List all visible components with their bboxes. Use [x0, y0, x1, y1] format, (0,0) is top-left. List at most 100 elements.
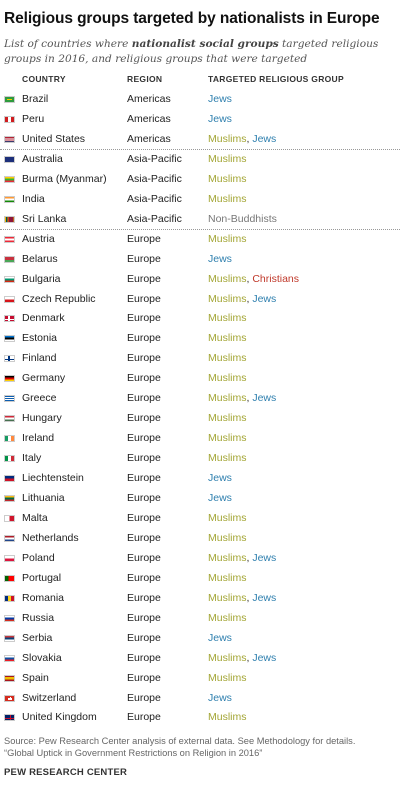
region-divider — [0, 228, 400, 230]
table-row: Burma (Myanmar) Asia-Pacific Muslims — [0, 170, 420, 190]
region-name: Asia-Pacific — [127, 192, 182, 205]
table-row: Hungary Europe Muslims — [0, 409, 420, 429]
group-label: Muslims — [208, 372, 247, 385]
group-label: Muslims — [208, 352, 247, 365]
group-label: Muslims — [208, 651, 247, 664]
table-row: Germany Europe Muslims — [0, 369, 420, 389]
region-name: Europe — [127, 432, 161, 445]
switzerland-flag-icon — [4, 694, 15, 702]
table-row: India Asia-Pacific Muslims — [0, 190, 420, 210]
country-name: Spain — [22, 671, 49, 684]
table-row: Finland Europe Muslims — [0, 349, 420, 369]
country-name: India — [22, 192, 45, 205]
country-name: Germany — [22, 372, 66, 385]
table-row: United States Americas Muslims, Jews — [0, 130, 420, 150]
group-label: Muslims — [208, 292, 247, 305]
table-row: Spain Europe Muslims — [0, 669, 420, 689]
country-name: United Kingdom — [22, 711, 97, 724]
group-label: Jews — [208, 112, 232, 125]
report-title-line: “Global Uptick in Government Restriction… — [4, 748, 263, 758]
subtitle-emphasis: nationalist social groups — [131, 38, 279, 50]
table-row: Switzerland Europe Jews — [0, 689, 420, 709]
targeted-groups: Muslims, Jews — [208, 132, 277, 145]
table-row: Czech Republic Europe Muslims, Jews — [0, 290, 420, 310]
region-name: Europe — [127, 492, 161, 504]
group-label: Jews — [208, 492, 232, 504]
targeted-groups: Muslims, Jews — [208, 392, 277, 405]
table-row: Peru Americas Jews — [0, 110, 420, 130]
group-label: Muslims — [208, 432, 247, 445]
table-row: Malta Europe Muslims — [0, 509, 420, 529]
group-label: Jews — [208, 472, 232, 485]
region-name: Europe — [127, 571, 161, 584]
table-row: Greece Europe Muslims, Jews — [0, 389, 420, 409]
netherlands-flag-icon — [4, 534, 15, 542]
table-row: Poland Europe Muslims, Jews — [0, 549, 420, 569]
table-row: Belarus Europe Jews — [0, 250, 420, 270]
bulgaria-flag-icon — [4, 275, 15, 283]
table-row: United Kingdom Europe Muslims — [0, 708, 420, 728]
table-row: Brazil Americas Jews — [0, 90, 420, 110]
hungary-flag-icon — [4, 415, 15, 423]
brazil-flag-icon — [4, 96, 15, 103]
group-label: Jews — [208, 252, 232, 265]
region-name: Europe — [127, 631, 161, 644]
region-name: Europe — [127, 711, 161, 724]
region-name: Americas — [127, 132, 171, 145]
group-label: Jews — [252, 132, 277, 145]
region-name: Europe — [127, 651, 161, 664]
targeted-groups: Muslims, Jews — [208, 551, 277, 564]
liechtenstein-flag-icon — [4, 475, 15, 483]
targeted-groups: Muslims, Jews — [208, 591, 277, 604]
region-name: Europe — [127, 232, 161, 245]
subtitle: List of countries where nationalist soci… — [4, 37, 414, 67]
country-name: Australia — [22, 152, 63, 165]
group-label: Muslims — [208, 172, 247, 185]
country-name: United States — [22, 132, 86, 145]
group-label: Jews — [252, 292, 277, 305]
group-label: Muslims — [208, 571, 247, 584]
targeted-groups: Muslims — [208, 372, 247, 384]
country-name: Bulgaria — [22, 272, 61, 285]
targeted-groups: Muslims — [208, 153, 247, 165]
table-row: Austria Europe Muslims — [0, 230, 420, 250]
region-name: Europe — [127, 372, 161, 385]
united-kingdom-flag-icon — [4, 714, 15, 722]
country-name: Ireland — [22, 432, 55, 445]
targeted-groups: Muslims — [208, 412, 247, 424]
czech-republic-flag-icon — [4, 295, 15, 303]
region-name: Europe — [127, 472, 161, 485]
region-name: Europe — [127, 332, 161, 345]
united-states-flag-icon — [4, 135, 15, 143]
region-name: Europe — [127, 671, 161, 684]
estonia-flag-icon — [4, 335, 15, 343]
country-name: Denmark — [22, 312, 65, 325]
targeted-groups: Muslims — [208, 612, 247, 624]
group-label: Muslims — [208, 392, 247, 405]
region-name: Europe — [127, 252, 161, 265]
malta-flag-icon — [4, 514, 15, 522]
table-row: Italy Europe Muslims — [0, 449, 420, 469]
table-row: Australia Asia-Pacific Muslims — [0, 150, 420, 170]
india-flag-icon — [4, 195, 15, 203]
targeted-groups: Muslims, Jews — [208, 651, 277, 664]
group-label: Muslims — [208, 452, 247, 465]
country-name: Italy — [22, 452, 42, 465]
belarus-flag-icon — [4, 255, 15, 263]
targeted-groups: Muslims — [208, 312, 247, 324]
austria-flag-icon — [4, 235, 15, 243]
table-row: Ireland Europe Muslims — [0, 429, 420, 449]
country-name: Switzerland — [22, 691, 77, 704]
region-name: Europe — [127, 312, 161, 325]
organization-credit: PEW RESEARCH CENTER — [4, 767, 128, 778]
targeted-groups: Jews — [208, 93, 232, 105]
targeted-groups: Muslims, Jews — [208, 292, 277, 305]
portugal-flag-icon — [4, 574, 15, 582]
region-name: Asia-Pacific — [127, 172, 182, 185]
country-name: Burma (Myanmar) — [22, 172, 107, 185]
group-label: Muslims — [208, 531, 247, 544]
slovakia-flag-icon — [4, 654, 15, 662]
targeted-groups: Non-Buddhists — [208, 213, 277, 225]
group-label: Muslims — [208, 412, 247, 425]
